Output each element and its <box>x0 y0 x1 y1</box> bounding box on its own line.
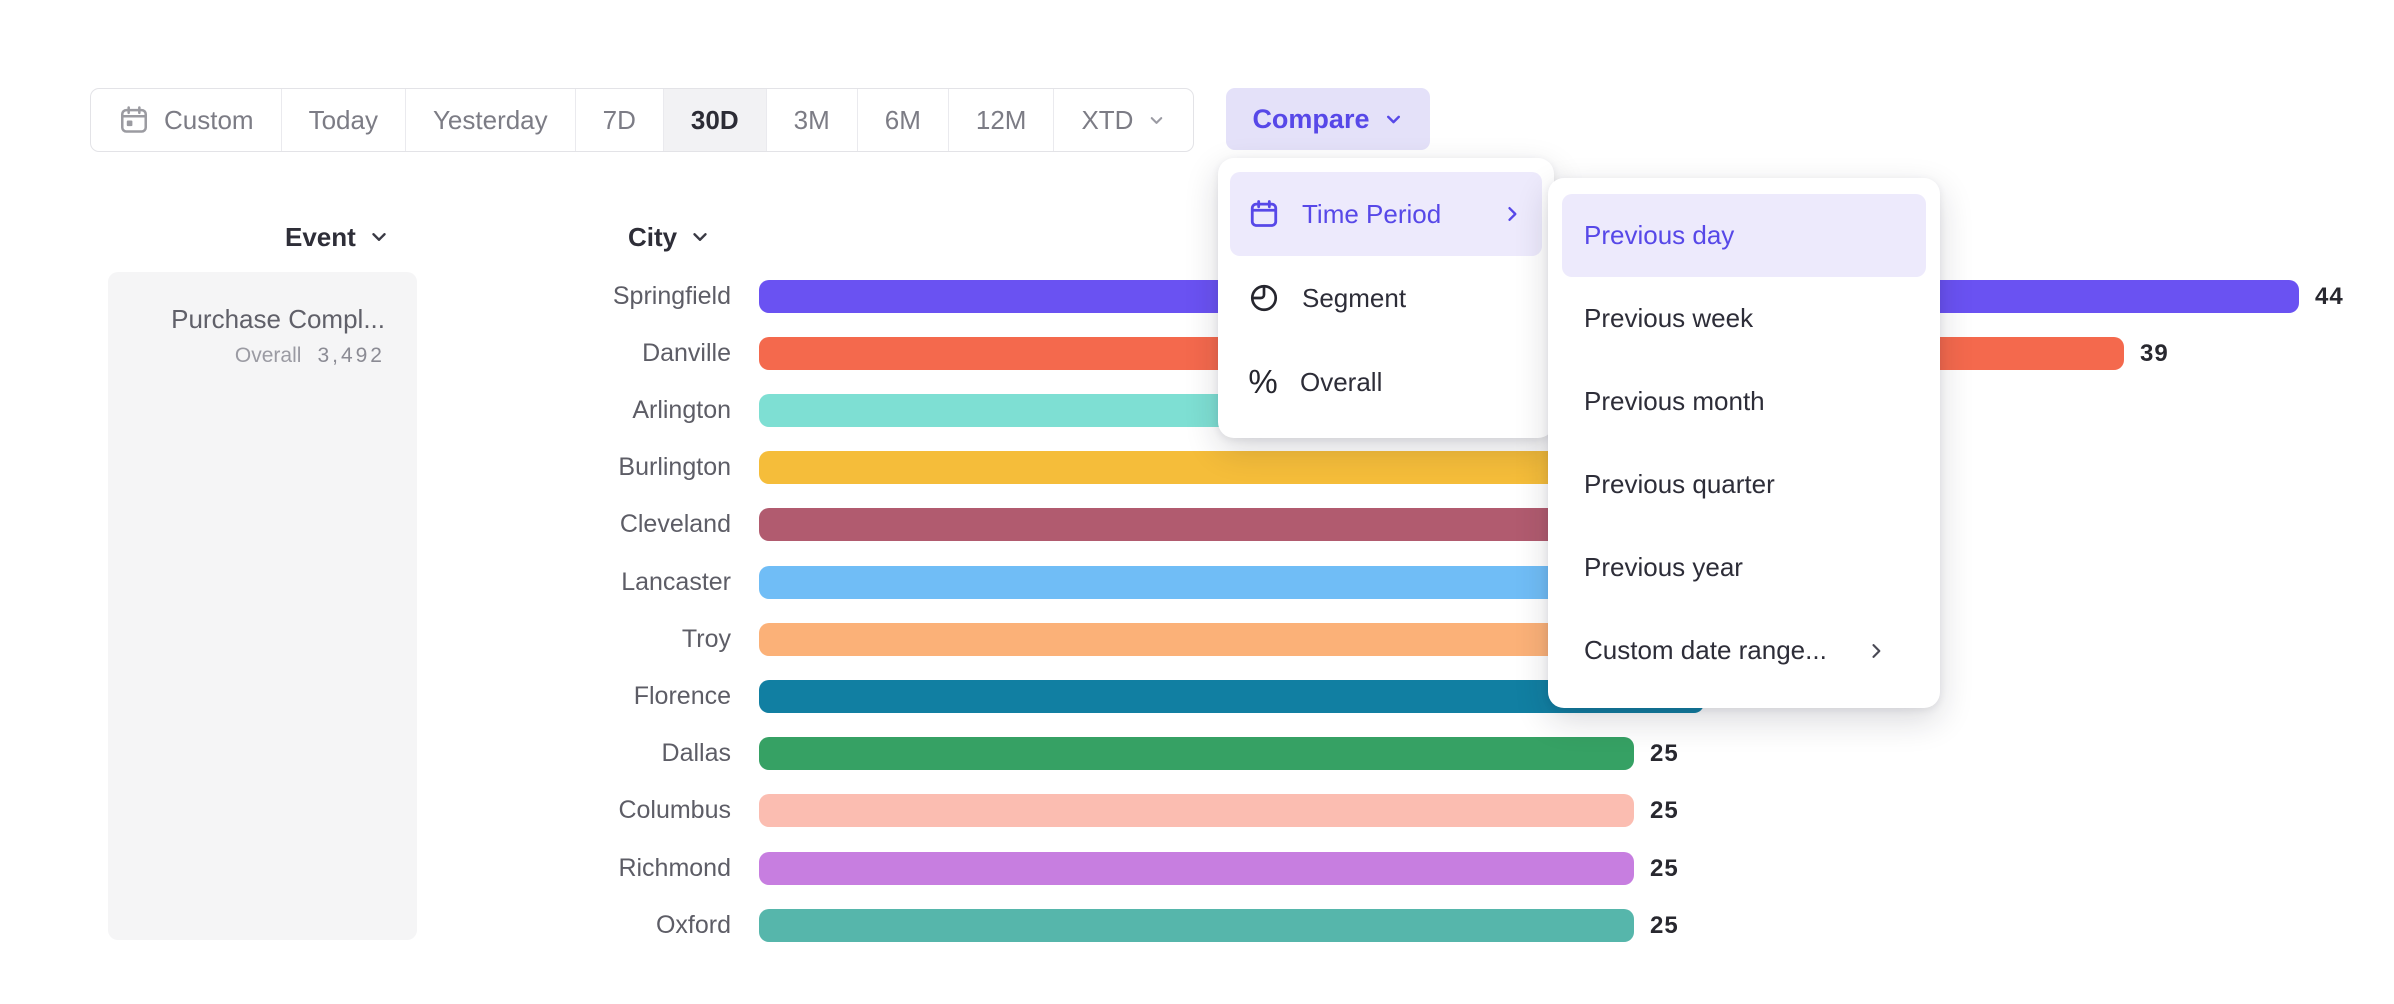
menu-item-segment[interactable]: Segment <box>1230 256 1542 340</box>
bar-label: Arlington <box>632 395 731 424</box>
compare-button-label: Compare <box>1252 103 1370 134</box>
range-button-30d[interactable]: 30D <box>662 89 766 151</box>
range-button-label: 3M <box>793 104 830 135</box>
menu-item-label: Segment <box>1302 282 1407 313</box>
bar-label: Danville <box>642 338 731 367</box>
bar[interactable] <box>759 908 1634 942</box>
submenu-item-previous-week[interactable]: Previous week <box>1562 277 1926 360</box>
bar-value: 25 <box>1650 740 1679 768</box>
bar-value: 25 <box>1650 911 1679 939</box>
bar-label: Troy <box>681 624 731 653</box>
date-range-toolbar: Custom Today Yesterday 7D 30D 3M 6M 12M … <box>90 88 1431 152</box>
submenu-item-previous-day[interactable]: Previous day <box>1562 194 1926 277</box>
bar-label: Burlington <box>618 453 731 482</box>
submenu-item-custom-date-range[interactable]: Custom date range... <box>1562 609 1926 692</box>
bar-value: 44 <box>2315 282 2344 310</box>
event-item[interactable]: Purchase Compl... Overall 3,492 <box>108 272 417 368</box>
range-button-xtd[interactable]: XTD <box>1053 89 1193 151</box>
range-button-7d[interactable]: 7D <box>574 89 663 151</box>
range-button-label: 7D <box>602 104 636 135</box>
bar-label: Florence <box>633 681 731 710</box>
range-button-custom[interactable]: Custom <box>91 89 281 151</box>
city-column-header-label: City <box>628 221 678 252</box>
events-panel: Purchase Compl... Overall 3,492 <box>108 272 417 940</box>
chevron-down-icon <box>368 226 390 248</box>
calendar-icon <box>118 104 150 136</box>
percent-icon: % <box>1248 363 1278 400</box>
bar-label: Columbus <box>618 796 731 825</box>
menu-item-label: Time Period <box>1302 198 1442 229</box>
range-button-label: 6M <box>884 104 921 135</box>
submenu-item-label: Previous week <box>1584 303 1754 333</box>
menu-item-time-period[interactable]: Time Period <box>1230 172 1542 256</box>
bar-value: 25 <box>1650 797 1679 825</box>
range-button-label: Yesterday <box>432 104 548 135</box>
time-period-submenu: Previous day Previous week Previous mont… <box>1548 178 1940 708</box>
bar[interactable] <box>759 737 1634 771</box>
event-metric: Overall 3,492 <box>128 344 385 368</box>
bar[interactable] <box>759 851 1634 885</box>
chevron-right-icon <box>1866 641 1886 661</box>
submenu-item-label: Custom date range... <box>1584 635 1827 665</box>
bar-label: Dallas <box>661 739 731 768</box>
range-button-3m[interactable]: 3M <box>765 89 857 151</box>
event-metric-label: Overall <box>234 344 302 367</box>
range-button-label: XTD <box>1081 104 1134 135</box>
chevron-down-icon <box>1383 109 1404 130</box>
range-button-today[interactable]: Today <box>280 89 405 151</box>
chevron-down-icon <box>1147 111 1166 130</box>
chevron-right-icon <box>1502 204 1522 224</box>
menu-item-label: Overall <box>1300 366 1383 397</box>
submenu-item-label: Previous day <box>1584 220 1735 250</box>
bar-label: Springfield <box>612 281 731 310</box>
calendar-icon <box>1248 198 1280 230</box>
bar-label: Oxford <box>655 910 731 939</box>
bar-label: Cleveland <box>619 510 731 539</box>
segment-icon <box>1248 282 1280 314</box>
range-button-label: 30D <box>690 104 739 135</box>
submenu-item-previous-year[interactable]: Previous year <box>1562 526 1926 609</box>
event-metric-value: 3,492 <box>317 344 385 367</box>
city-column-header[interactable]: City <box>628 222 711 252</box>
bar-label: Richmond <box>618 853 731 882</box>
bar-value: 39 <box>2140 339 2169 367</box>
event-name: Purchase Compl... <box>171 304 385 334</box>
range-button-yesterday[interactable]: Yesterday <box>404 89 575 151</box>
submenu-item-label: Previous month <box>1584 386 1765 416</box>
range-button-12m[interactable]: 12M <box>947 89 1054 151</box>
chevron-down-icon <box>689 226 711 248</box>
submenu-item-label: Previous year <box>1584 552 1743 582</box>
event-column-header[interactable]: Event <box>285 222 390 252</box>
submenu-item-previous-month[interactable]: Previous month <box>1562 360 1926 443</box>
range-button-label: Today <box>308 104 378 135</box>
bar-value: 25 <box>1650 854 1679 882</box>
date-range-segmented-control: Custom Today Yesterday 7D 30D 3M 6M 12M … <box>90 88 1195 152</box>
compare-dropdown-menu: Time Period Segment % Overall <box>1218 158 1554 438</box>
compare-button[interactable]: Compare <box>1226 88 1431 150</box>
range-button-label: Custom <box>164 104 254 135</box>
submenu-item-previous-quarter[interactable]: Previous quarter <box>1562 443 1926 526</box>
bar[interactable] <box>759 679 1704 713</box>
event-column-header-label: Event <box>285 221 356 252</box>
range-button-label: 12M <box>975 104 1027 135</box>
submenu-item-label: Previous quarter <box>1584 469 1775 499</box>
menu-item-overall[interactable]: % Overall <box>1230 340 1542 424</box>
bar-label: Lancaster <box>621 567 731 596</box>
range-button-6m[interactable]: 6M <box>856 89 948 151</box>
bar[interactable] <box>759 794 1634 828</box>
